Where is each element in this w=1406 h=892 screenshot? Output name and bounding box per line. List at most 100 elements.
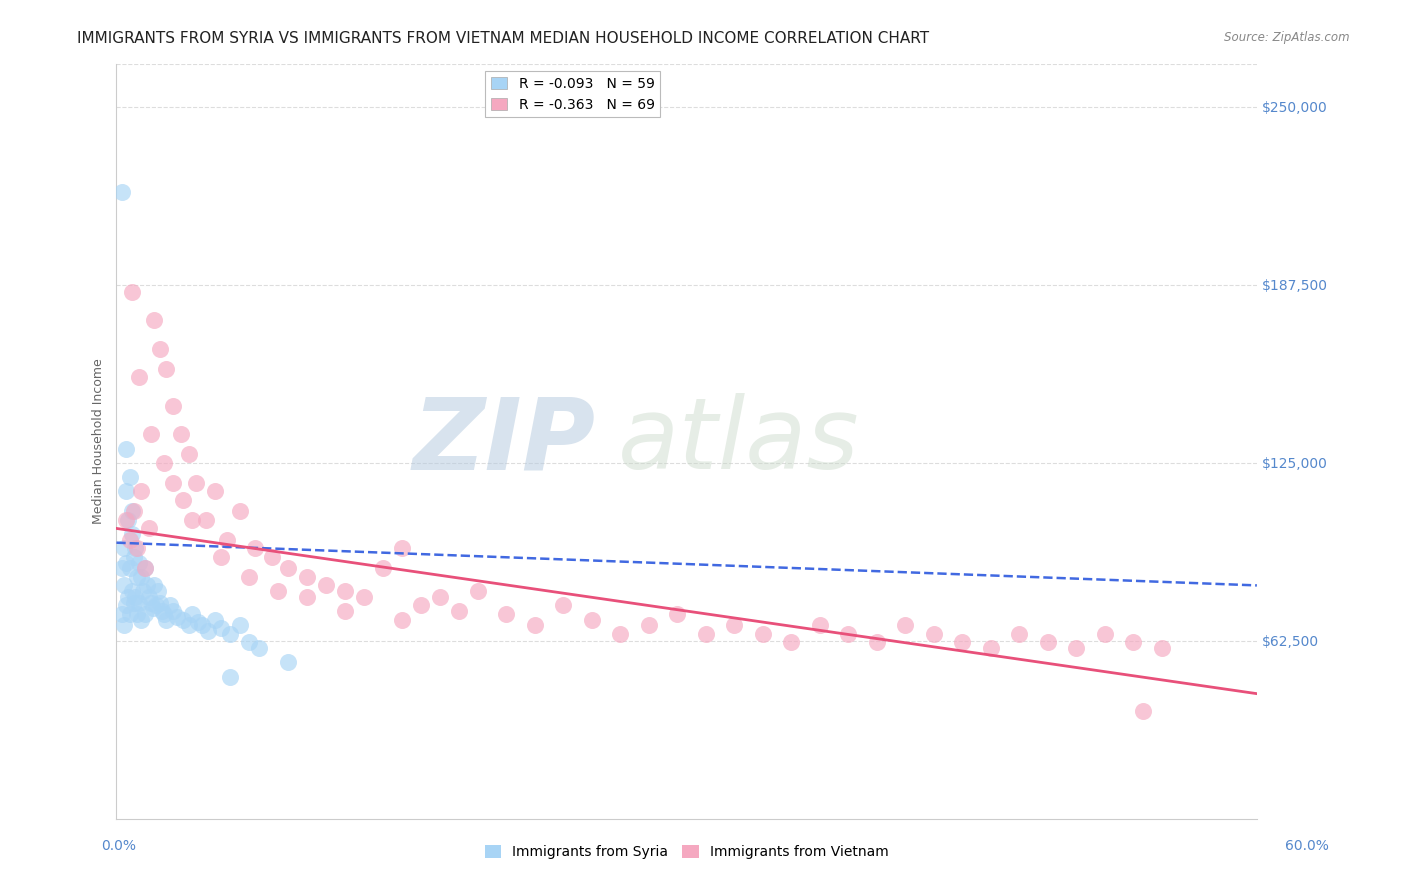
Point <box>121 584 143 599</box>
Point <box>111 607 134 621</box>
Point <box>129 613 152 627</box>
Point <box>139 595 162 609</box>
Point <box>124 541 146 556</box>
Point <box>581 613 603 627</box>
Point <box>238 570 260 584</box>
Point <box>134 561 156 575</box>
Point <box>122 549 145 564</box>
Point <box>191 618 214 632</box>
Point <box>115 599 138 613</box>
Point <box>409 599 432 613</box>
Point <box>267 584 290 599</box>
Point <box>209 549 232 564</box>
Point <box>238 635 260 649</box>
Point <box>186 475 208 490</box>
Point <box>172 613 194 627</box>
Point <box>1008 627 1031 641</box>
Point <box>637 618 659 632</box>
Legend: R = -0.093   N = 59, R = -0.363   N = 69: R = -0.093 N = 59, R = -0.363 N = 69 <box>485 71 659 117</box>
Point <box>111 561 134 575</box>
Point <box>950 635 973 649</box>
Point <box>153 607 176 621</box>
Point <box>1036 635 1059 649</box>
Point <box>177 618 200 632</box>
Point <box>276 561 298 575</box>
Point <box>118 561 141 575</box>
Point <box>371 561 394 575</box>
Point <box>894 618 917 632</box>
Point <box>118 470 141 484</box>
Point <box>124 590 146 604</box>
Point <box>115 442 138 456</box>
Point <box>122 595 145 609</box>
Point <box>391 613 413 627</box>
Point <box>980 641 1002 656</box>
Point <box>118 533 141 547</box>
Point <box>1132 704 1154 718</box>
Point <box>177 447 200 461</box>
Y-axis label: Median Household Income: Median Household Income <box>93 359 105 524</box>
Point <box>145 599 167 613</box>
Text: 0.0%: 0.0% <box>101 838 136 853</box>
Point <box>115 513 138 527</box>
Point <box>1150 641 1173 656</box>
Point <box>148 584 170 599</box>
Point <box>138 521 160 535</box>
Point <box>837 627 859 641</box>
Point <box>138 590 160 604</box>
Point <box>143 313 166 327</box>
Point <box>129 570 152 584</box>
Point <box>780 635 803 649</box>
Point <box>333 584 356 599</box>
Text: ZIP: ZIP <box>412 393 595 490</box>
Point <box>122 504 145 518</box>
Point <box>181 607 204 621</box>
Point <box>162 604 184 618</box>
Point <box>219 669 242 683</box>
Point <box>553 599 575 613</box>
Point <box>127 541 149 556</box>
Point <box>229 504 252 518</box>
Point <box>922 627 945 641</box>
Point <box>118 607 141 621</box>
Point <box>204 484 226 499</box>
Point <box>204 613 226 627</box>
Point <box>245 541 267 556</box>
Point <box>1066 641 1088 656</box>
Text: 60.0%: 60.0% <box>1285 838 1329 853</box>
Point <box>162 475 184 490</box>
Point <box>143 578 166 592</box>
Point <box>609 627 631 641</box>
Point <box>112 618 135 632</box>
Point <box>121 527 143 541</box>
Point <box>117 513 139 527</box>
Point <box>219 627 242 641</box>
Point <box>1094 627 1116 641</box>
Point <box>129 484 152 499</box>
Point <box>333 604 356 618</box>
Text: Source: ZipAtlas.com: Source: ZipAtlas.com <box>1225 31 1350 45</box>
Point <box>128 595 150 609</box>
Point <box>149 342 172 356</box>
Text: IMMIGRANTS FROM SYRIA VS IMMIGRANTS FROM VIETNAM MEDIAN HOUSEHOLD INCOME CORRELA: IMMIGRANTS FROM SYRIA VS IMMIGRANTS FROM… <box>77 31 929 46</box>
Point <box>666 607 689 621</box>
Point <box>117 590 139 604</box>
Point <box>295 570 318 584</box>
Point <box>127 570 149 584</box>
Point <box>181 513 204 527</box>
Point <box>215 533 238 547</box>
Point <box>209 621 232 635</box>
Point <box>262 549 284 564</box>
Point <box>276 656 298 670</box>
Point <box>112 541 135 556</box>
Point <box>523 618 546 632</box>
Point <box>247 641 270 656</box>
Point <box>159 599 181 613</box>
Point <box>166 609 188 624</box>
Point <box>866 635 889 649</box>
Point <box>121 504 143 518</box>
Point <box>155 613 177 627</box>
Point <box>162 399 184 413</box>
Point <box>391 541 413 556</box>
Point <box>495 607 517 621</box>
